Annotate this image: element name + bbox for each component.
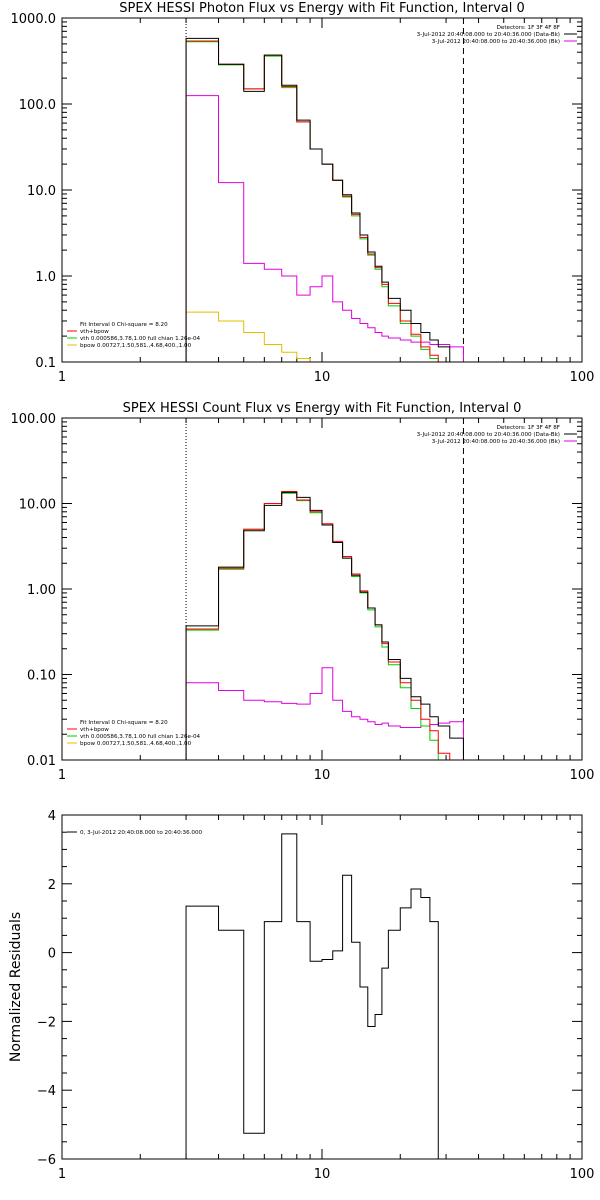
legend-left-entry: vth 0.000586,3.78,1.00 full chian 1.26e-… [80,734,201,740]
y-tick-label: −6 [37,1153,56,1168]
series-vth-line [185,41,464,362]
x-tick-label: 100 [570,768,595,783]
y-tick-label: 2 [48,878,56,893]
y-tick-label: 10.00 [19,498,56,513]
x-tick-label: 10 [314,1167,331,1182]
series-total-line [185,40,464,362]
y-tick-label: 1.00 [27,583,56,598]
series-group [185,37,464,362]
y-tick-label: −2 [37,1015,56,1030]
legend-left-entry: vth+bpow [80,329,109,335]
plot-frame [61,814,583,1160]
legend-right-entry: 3-Jul-2012 20:40:08.000 to 20:40:36.000 … [417,32,560,38]
y-tick-label: 100.00 [11,412,57,427]
x-tick-label: 1 [58,1167,66,1182]
legend-left-entry: vth 0.000586,3.78,1.00 full chian 1.26e-… [80,336,201,342]
legend-left-entry: bpow 0.00727,1.50,581.,4.68,400.,1.00 [80,343,192,349]
y-tick-label: 0.1 [35,356,56,371]
y-axis-label: Normalized Residuals [8,912,24,1062]
plot-frame [61,17,583,363]
y-tick-label: 4 [48,809,56,824]
legend-right-entry: 3-Jul-2012 20:40:08.000 to 20:40:36.000 … [432,39,560,45]
y-tick-label: −4 [37,1084,56,1099]
chart-panel-1: SPEX HESSI Photon Flux vs Energy with Fi… [11,1,595,385]
y-tick-label: 1.0 [35,270,56,285]
legend-right-entry: 3-Jul-2012 20:40:08.000 to 20:40:36.000 … [417,432,560,438]
series-vth-line [185,492,464,760]
series-data-line [185,833,450,1159]
legend-left-entry: vth+bpow [80,727,109,733]
series-group [185,491,464,760]
x-tick-label: 100 [570,1167,595,1182]
series-data-line [185,37,464,362]
legend-left-entry: bpow 0.00727,1.50,581.,4.68,400.,1.00 [80,741,192,747]
x-tick-label: 10 [314,370,331,385]
series-total-line [185,491,464,760]
series-bpow-line [185,311,334,362]
y-tick-label: 1000.0 [11,12,57,27]
y-tick-label: 0.10 [27,669,56,684]
y-tick-label: 0 [48,947,56,962]
y-tick-label: 10.0 [27,184,56,199]
legend-right-entry: Detectors: 1F 3F 4F 8F [497,425,560,431]
chart-panel-2: SPEX HESSI Count Flux vs Energy with Fit… [11,401,595,783]
chart-panel-3: 1 10 100 −6 −4 −2 0 2 4 Normalized Residuals 0, 3-… [8,809,594,1182]
series-group [185,833,450,1159]
x-tick-label: 1 [58,768,66,783]
legend-left-entry: Fit Interval 0 Chi-square = 8.20 [80,720,168,726]
y-tick-label: 100.0 [19,98,56,113]
series-data-line [185,491,464,760]
legend-left-entry: Fit Interval 0 Chi-square = 8.20 [80,322,168,328]
x-tick-label: 10 [314,768,331,783]
x-tick-label: 1 [58,370,66,385]
x-tick-label: 100 [570,370,595,385]
series-bk-line [185,667,464,760]
legend-left-entry: 0, 3-Jul-2012 20:40:08.000 to 20:40:36.0… [80,830,203,836]
legend-right-entry: 3-Jul-2012 20:40:08.000 to 20:40:36.000 … [432,439,560,445]
series-bk-line [185,95,464,362]
y-tick-label: 0.01 [27,754,56,769]
chart-title: SPEX HESSI Count Flux vs Energy with Fit… [123,401,522,416]
chart-title: SPEX HESSI Photon Flux vs Energy with Fi… [119,1,525,16]
plot-frame [61,417,583,761]
legend-right-entry: Detectors: 1F 3F 4F 8F [497,25,560,31]
